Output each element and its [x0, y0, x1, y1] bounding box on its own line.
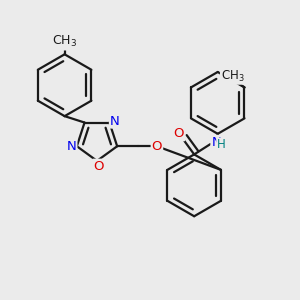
- Text: N: N: [212, 136, 221, 149]
- Text: N: N: [110, 115, 120, 128]
- Text: CH$_3$: CH$_3$: [52, 34, 77, 50]
- Text: O: O: [93, 160, 104, 173]
- Text: O: O: [152, 140, 162, 153]
- Text: O: O: [174, 127, 184, 140]
- Text: N: N: [67, 140, 76, 153]
- Text: H: H: [217, 139, 226, 152]
- Text: CH$_3$: CH$_3$: [221, 69, 244, 84]
